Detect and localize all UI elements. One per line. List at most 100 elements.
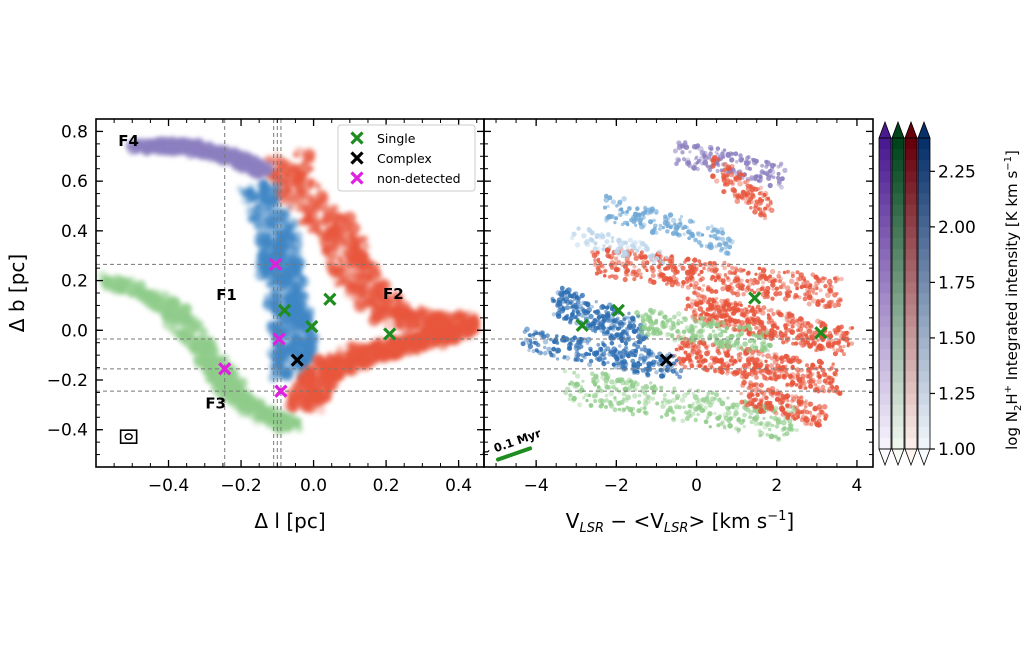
emission-pixel — [299, 308, 310, 319]
emission-pixel — [253, 222, 261, 230]
pv-pixel — [564, 305, 570, 311]
pv-pixel — [685, 256, 691, 262]
emission-pixel — [260, 185, 267, 192]
pv-pixel — [638, 272, 643, 276]
pv-pixel — [555, 334, 559, 338]
pv-pixel — [700, 161, 704, 166]
pv-pixel — [689, 276, 695, 282]
emission-pixel — [464, 319, 477, 332]
pv-pixel — [754, 325, 759, 330]
emission-pixel — [352, 237, 359, 243]
pv-pixel — [604, 305, 610, 310]
pv-pixel — [799, 323, 805, 329]
pv-pixel — [733, 176, 737, 181]
pv-pixel — [666, 279, 672, 285]
pv-pixel — [712, 305, 718, 311]
pv-pixel — [778, 285, 783, 290]
pv-pixel — [590, 324, 595, 329]
pv-pixel — [811, 340, 816, 345]
pv-pixel — [806, 289, 812, 295]
pv-pixel — [730, 171, 735, 176]
pv-pixel — [551, 353, 556, 358]
filament-f4 — [125, 136, 276, 181]
emission-pixel — [360, 279, 368, 287]
pv-pixel — [776, 311, 781, 316]
filament-label-f3: F3 — [205, 394, 226, 412]
pv-pixel — [721, 189, 727, 194]
cross-stroke — [350, 131, 364, 145]
pv-pixel — [808, 322, 813, 328]
emission-pixel — [333, 282, 340, 289]
emission-pixel — [316, 405, 326, 415]
pv-pixel — [765, 369, 771, 375]
pv-pixel — [745, 196, 750, 201]
pv-pixel — [749, 186, 756, 193]
pv-pixel — [805, 280, 810, 285]
pv-pixel — [730, 291, 736, 296]
pv-pixel — [753, 309, 758, 315]
pv-pixel — [731, 326, 737, 332]
emission-pixel — [149, 139, 158, 148]
pv-pixel — [766, 308, 771, 313]
pv-pixel — [751, 320, 757, 327]
emission-pixel — [301, 349, 308, 356]
emission-pixel — [296, 316, 306, 326]
pv-pixel — [838, 298, 842, 302]
pv-pixel — [776, 326, 780, 331]
emission-pixel — [213, 378, 225, 390]
pv-pixel — [708, 151, 713, 155]
pv-pixel — [699, 243, 704, 248]
emission-pixel — [297, 219, 304, 226]
pv-pixel — [596, 315, 602, 320]
pv-pixel — [596, 311, 602, 316]
legend-marker-complex — [350, 151, 364, 165]
pv-pixel — [687, 269, 693, 275]
emission-pixel — [282, 266, 291, 274]
pv-pixel — [683, 350, 688, 355]
pv-pixel — [768, 199, 773, 204]
y-tick-label: 0.0 — [61, 321, 88, 341]
pv-pixel — [769, 356, 775, 361]
pv-pixel — [819, 324, 823, 328]
pv-pixel — [693, 237, 698, 243]
pv-pixel — [737, 368, 743, 374]
emission-pixel — [235, 152, 243, 160]
pv-pixel — [620, 207, 624, 211]
emission-pixel — [271, 287, 284, 300]
pv-pixel — [623, 211, 629, 216]
pv-pixel — [729, 282, 733, 286]
pv-pixel — [740, 311, 745, 317]
pv-pixel — [736, 307, 741, 313]
pv-pixel — [833, 340, 838, 345]
pv-pixel — [825, 342, 831, 347]
pv-pixel — [776, 273, 781, 279]
pv-pixel — [850, 326, 855, 330]
cross-stroke — [277, 303, 292, 318]
emission-pixel — [454, 324, 461, 331]
pv-pixel — [682, 232, 686, 236]
pv-pixel — [718, 227, 725, 233]
emission-pixel — [363, 243, 371, 252]
pv-pixel — [784, 317, 789, 322]
pv-pixel — [734, 198, 741, 204]
pv-pixel — [764, 291, 770, 297]
pv-pixel — [749, 175, 755, 181]
pv-pixel — [639, 347, 644, 352]
pv-pixel — [714, 296, 719, 301]
pv-pixel — [722, 265, 727, 271]
pv-pixel — [751, 159, 758, 166]
pv-pixel — [795, 286, 799, 291]
pv-pixel — [831, 344, 835, 348]
pv-pixel — [728, 151, 733, 155]
pv-pixel — [604, 331, 609, 336]
pv-pixel — [539, 351, 544, 355]
pv-pixel — [695, 161, 699, 165]
emission-pixel — [382, 318, 395, 331]
pv-pixel — [639, 223, 645, 230]
pv-pixel — [717, 358, 723, 364]
pv-pixel — [824, 303, 830, 309]
pv-pixel — [606, 204, 610, 209]
pv-pixel — [665, 229, 670, 234]
pv-pixel — [736, 174, 741, 179]
emission-pixel — [266, 322, 279, 335]
